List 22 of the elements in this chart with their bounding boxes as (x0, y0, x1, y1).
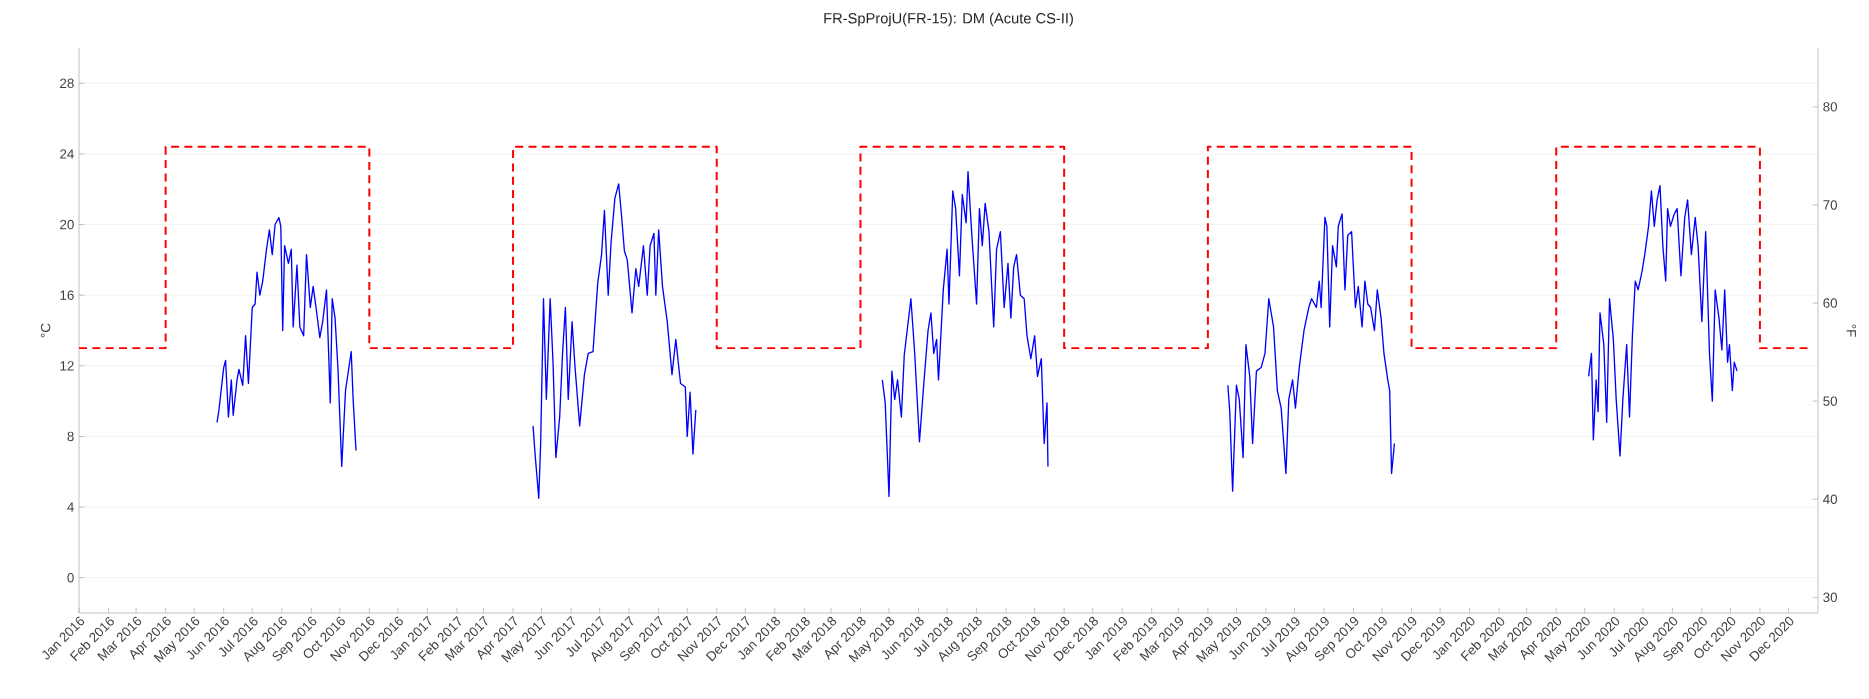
y-tick-label: 16 (60, 290, 74, 300)
y-tick-label: 20 (60, 219, 74, 230)
y2-tick-label: 40 (1823, 494, 1838, 504)
line-series (216, 216, 357, 468)
y-tick-label: 8 (67, 431, 74, 442)
y2-tick-label: 80 (1823, 102, 1838, 112)
y-tick-label: 28 (60, 78, 74, 89)
line-series (1587, 185, 1738, 457)
line-series (532, 183, 697, 499)
y-tick-label: 4 (67, 502, 74, 512)
y2-tick-label: 70 (1823, 200, 1838, 210)
y-axis-title: °C (40, 323, 51, 338)
chart-title: FR-SpProjU(FR-15): DM (Acute CS-II) (824, 12, 1073, 27)
y-tick-label: 12 (60, 361, 74, 371)
line-series (1227, 213, 1396, 492)
y2-tick-label: 60 (1823, 298, 1838, 308)
line-series (881, 170, 1049, 498)
y2-tick-label: 50 (1823, 396, 1838, 406)
y2-tick-label: 30 (1823, 592, 1838, 603)
y-tick-label: 0 (67, 572, 74, 583)
y-tick-label: 24 (60, 149, 74, 159)
y2-axis-title: °F (1846, 324, 1857, 337)
